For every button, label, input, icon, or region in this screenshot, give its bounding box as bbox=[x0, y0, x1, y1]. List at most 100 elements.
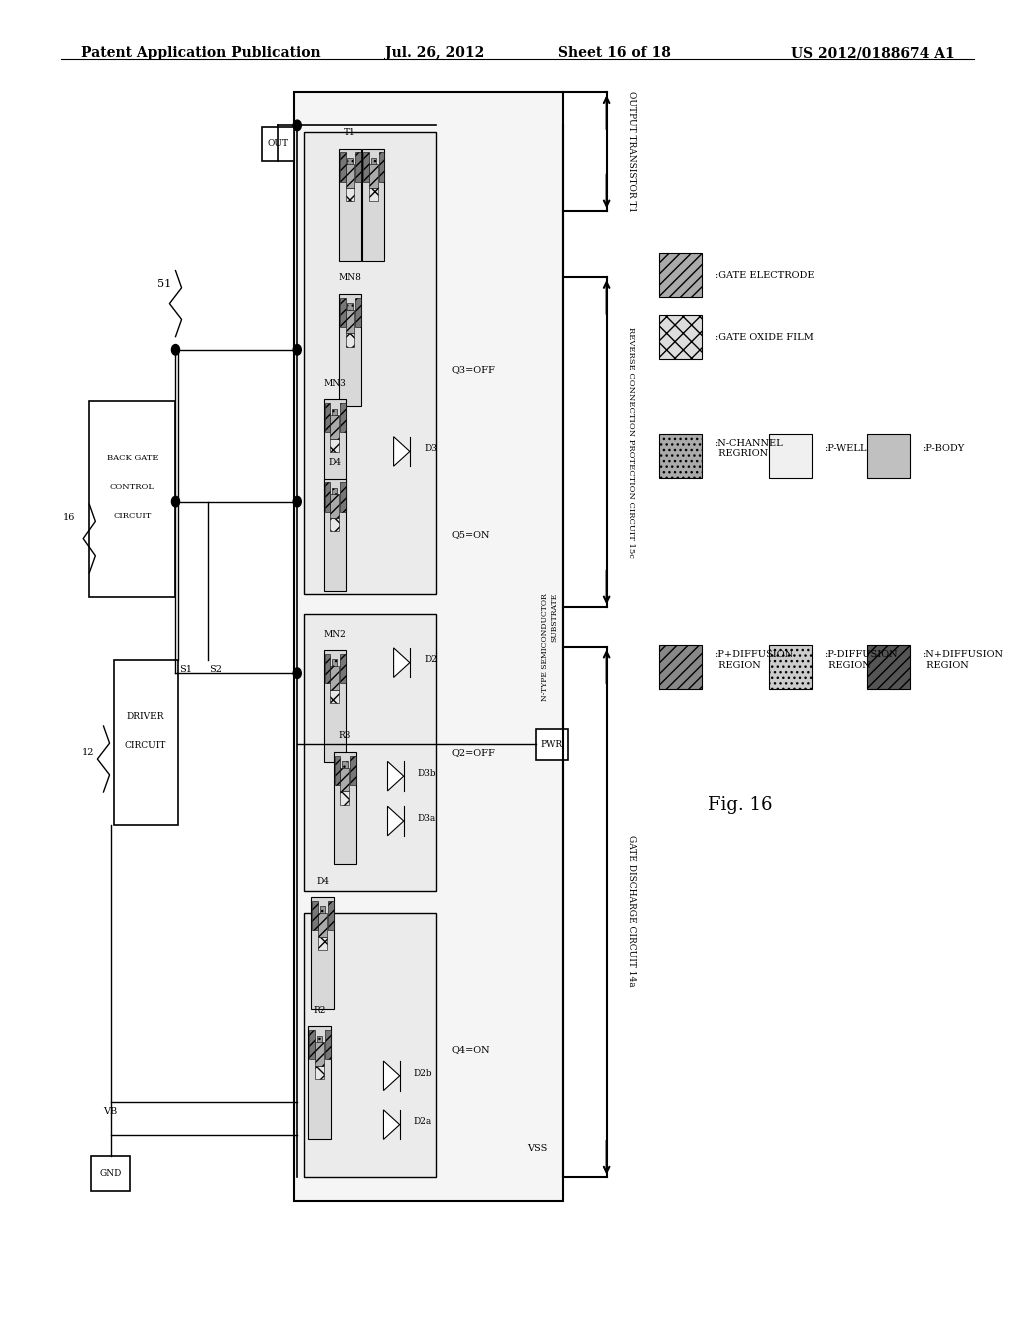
Bar bbox=[347, 158, 352, 181]
Bar bbox=[769, 434, 812, 478]
Bar bbox=[379, 153, 384, 181]
Text: Jul. 26, 2012: Jul. 26, 2012 bbox=[385, 46, 484, 61]
Bar bbox=[335, 755, 340, 784]
Text: REVERSE CONNECTION PROTECTION CIRCUIT 15c: REVERSE CONNECTION PROTECTION CIRCUIT 15… bbox=[627, 327, 635, 557]
Bar bbox=[91, 1156, 130, 1191]
Bar bbox=[312, 900, 318, 929]
Text: 12: 12 bbox=[82, 748, 94, 756]
Bar bbox=[371, 158, 376, 181]
Bar bbox=[294, 92, 563, 1201]
Text: CONTROL: CONTROL bbox=[110, 483, 155, 491]
Bar bbox=[769, 645, 812, 689]
Bar bbox=[316, 1035, 323, 1059]
Bar bbox=[659, 253, 702, 297]
Text: Fig. 16: Fig. 16 bbox=[709, 796, 773, 814]
Bar bbox=[369, 165, 378, 189]
Bar bbox=[304, 913, 436, 1177]
Polygon shape bbox=[383, 1061, 399, 1090]
Text: CIRCUIT: CIRCUIT bbox=[114, 512, 152, 520]
Circle shape bbox=[171, 345, 179, 355]
Circle shape bbox=[293, 120, 301, 131]
Text: :GATE OXIDE FILM: :GATE OXIDE FILM bbox=[715, 334, 814, 342]
Bar bbox=[347, 304, 352, 327]
Bar bbox=[342, 760, 347, 784]
Bar bbox=[340, 767, 349, 791]
Text: :P-WELL: :P-WELL bbox=[824, 445, 867, 453]
Bar bbox=[325, 483, 331, 512]
Text: VSS: VSS bbox=[527, 1144, 548, 1152]
Circle shape bbox=[171, 496, 179, 507]
Text: D2: D2 bbox=[424, 656, 437, 664]
Bar bbox=[308, 1027, 331, 1138]
Bar bbox=[89, 401, 175, 597]
Text: MN2: MN2 bbox=[324, 630, 346, 639]
Circle shape bbox=[293, 668, 301, 678]
Bar bbox=[339, 294, 361, 407]
Text: OUTPUT TRANSISTOR T1: OUTPUT TRANSISTOR T1 bbox=[627, 91, 636, 213]
Bar bbox=[331, 438, 339, 451]
Bar bbox=[364, 153, 369, 181]
Text: R3: R3 bbox=[339, 731, 351, 741]
Bar bbox=[309, 1030, 315, 1059]
Bar bbox=[340, 153, 345, 181]
Text: T1: T1 bbox=[344, 128, 356, 137]
Text: D4: D4 bbox=[316, 876, 329, 886]
Text: S2: S2 bbox=[210, 665, 222, 673]
Text: BACK GATE: BACK GATE bbox=[106, 454, 158, 462]
Text: Q3=OFF: Q3=OFF bbox=[452, 366, 496, 374]
Bar bbox=[325, 653, 331, 682]
Text: Sheet 16 of 18: Sheet 16 of 18 bbox=[558, 46, 671, 61]
Bar bbox=[659, 315, 702, 359]
Bar bbox=[332, 488, 338, 512]
Bar bbox=[311, 898, 334, 1008]
Bar bbox=[340, 404, 346, 433]
Bar bbox=[345, 189, 354, 202]
Text: :N-CHANNEL
 REGRION: :N-CHANNEL REGRION bbox=[715, 440, 784, 458]
Polygon shape bbox=[383, 1110, 399, 1139]
Bar bbox=[331, 689, 339, 702]
Bar bbox=[340, 791, 349, 804]
Text: GND: GND bbox=[99, 1170, 122, 1177]
Bar bbox=[659, 434, 702, 478]
Bar bbox=[319, 906, 326, 929]
Bar bbox=[350, 755, 356, 784]
Text: :GATE ELECTRODE: :GATE ELECTRODE bbox=[715, 272, 815, 280]
Text: S1: S1 bbox=[179, 665, 193, 673]
Polygon shape bbox=[387, 762, 403, 791]
Bar bbox=[355, 153, 361, 181]
Bar bbox=[355, 297, 361, 327]
Bar bbox=[345, 310, 354, 334]
Polygon shape bbox=[387, 807, 403, 836]
Bar bbox=[318, 937, 327, 950]
Text: Patent Application Publication: Patent Application Publication bbox=[81, 46, 321, 61]
Text: 51: 51 bbox=[158, 279, 171, 289]
Bar bbox=[536, 729, 568, 760]
Bar bbox=[324, 479, 346, 591]
Text: D3b: D3b bbox=[418, 770, 436, 777]
Bar bbox=[340, 297, 345, 327]
Bar bbox=[362, 149, 384, 261]
Text: Q5=ON: Q5=ON bbox=[452, 531, 489, 539]
Text: PWR: PWR bbox=[541, 741, 563, 748]
Bar bbox=[325, 404, 331, 433]
Text: VB: VB bbox=[103, 1107, 118, 1115]
Text: D2b: D2b bbox=[414, 1069, 432, 1077]
Bar bbox=[315, 1067, 324, 1080]
Bar bbox=[304, 614, 436, 891]
Bar bbox=[318, 913, 327, 937]
Circle shape bbox=[293, 345, 301, 355]
Text: D3: D3 bbox=[424, 445, 437, 453]
Bar bbox=[332, 409, 338, 433]
Circle shape bbox=[293, 496, 301, 507]
Bar bbox=[315, 1043, 324, 1067]
Text: GATE DISCHARGE CIRCUIT 14a: GATE DISCHARGE CIRCUIT 14a bbox=[627, 836, 636, 986]
Bar bbox=[262, 127, 294, 161]
Bar bbox=[114, 660, 177, 825]
Bar bbox=[324, 399, 346, 511]
Bar bbox=[340, 653, 346, 682]
Text: R2: R2 bbox=[313, 1006, 326, 1015]
Text: :P-DIFFUSION
 REGION: :P-DIFFUSION REGION bbox=[824, 651, 898, 669]
Text: US 2012/0188674 A1: US 2012/0188674 A1 bbox=[792, 46, 955, 61]
Text: Q2=OFF: Q2=OFF bbox=[452, 748, 496, 756]
Bar bbox=[340, 483, 346, 512]
